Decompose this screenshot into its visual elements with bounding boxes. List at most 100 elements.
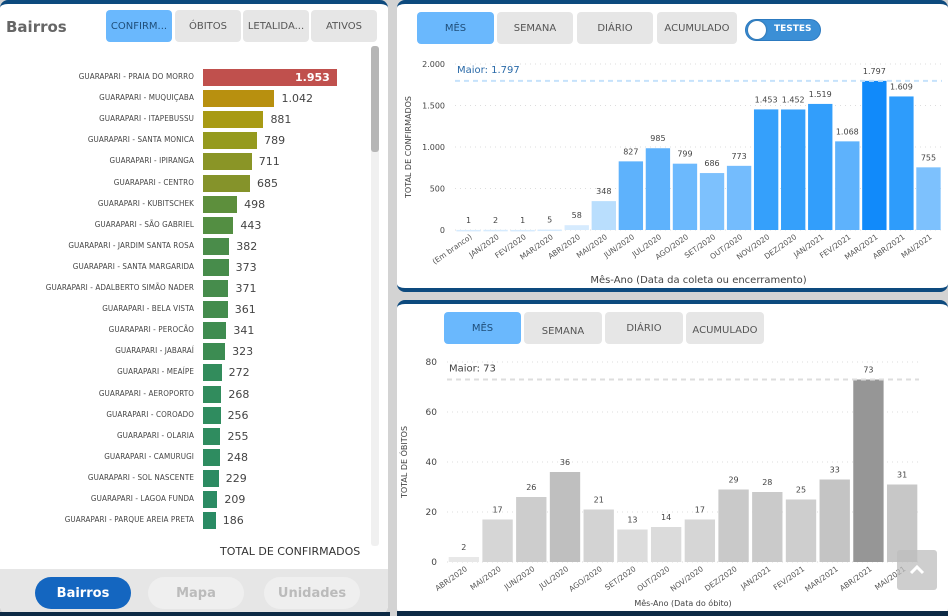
bar[interactable] <box>203 322 227 340</box>
x-tick-label: AGO/2020 <box>567 564 604 593</box>
tab-diario[interactable]: DIÁRIO <box>605 312 683 344</box>
bar-row[interactable]: GUARAPARI - SOL NASCENTE 229 <box>0 469 360 487</box>
bar[interactable] <box>203 448 221 466</box>
bar-value-label: 1.042 <box>281 92 313 106</box>
bar-row[interactable]: GUARAPARI - ITAPEBUSSU 881 <box>0 111 360 129</box>
scroll-to-top-button[interactable] <box>897 550 937 590</box>
x-tick-label: ABR/2021 <box>838 564 874 593</box>
y-tick-label: 80 <box>426 358 438 368</box>
bar <box>672 163 698 230</box>
bar[interactable] <box>203 237 230 255</box>
bar-row[interactable]: GUARAPARI - BELA VISTA 361 <box>0 301 360 319</box>
obitos-month-chart: 0 20 40 60 80 TOTAL DE ÓBITOS 2 ABR/2020 17 MAI/2… <box>398 358 919 608</box>
bar-row[interactable]: GUARAPARI - IPIRANGA 711 <box>0 153 360 171</box>
bar-value-label: 371 <box>235 282 257 295</box>
tab-mes[interactable]: MÊS <box>417 12 494 44</box>
tab-acumulado[interactable]: ACUMULADO <box>686 312 764 344</box>
bar[interactable] <box>203 90 275 108</box>
tab-mes[interactable]: MÊS <box>444 312 521 344</box>
bar[interactable] <box>203 258 229 276</box>
bar <box>726 165 752 230</box>
bar <box>853 379 884 562</box>
toggle-label: TESTES <box>774 24 812 34</box>
bar-row[interactable]: GUARAPARI - OLARIA 255 <box>0 427 360 445</box>
bar[interactable] <box>203 280 229 297</box>
testes-toggle[interactable]: TESTES <box>745 19 821 41</box>
bar-value-label: 73 <box>863 366 873 375</box>
bar-row[interactable]: GUARAPARI - SANTA MARGARIDA 373 <box>0 258 360 276</box>
bar-category-label: GUARAPARI - CAMURUGI <box>104 451 194 461</box>
bar[interactable] <box>203 512 216 530</box>
bar[interactable] <box>203 216 234 234</box>
bar-value-label: 985 <box>650 134 665 143</box>
bar-row[interactable]: GUARAPARI - MEAÍPE 272 <box>0 364 360 382</box>
bar-row[interactable]: GUARAPARI - SANTA MONICA 789 <box>0 132 360 150</box>
bar-row[interactable]: GUARAPARI - JABARAÍ 323 <box>0 343 360 361</box>
bar <box>483 229 508 232</box>
bar-row[interactable]: GUARAPARI - LAGOA FUNDA 209 <box>0 491 360 508</box>
bar[interactable] <box>203 385 222 403</box>
bar-category-label: GUARAPARI - MUQUIÇABA <box>99 93 194 103</box>
bar-category-label: GUARAPARI - IPIRANGA <box>109 156 194 166</box>
tab-diario[interactable]: DIÁRIO <box>577 12 653 44</box>
bar <box>752 492 783 562</box>
bar-value-label: 799 <box>677 150 692 159</box>
nav-bairros-button[interactable]: Bairros <box>35 577 131 609</box>
tab-letalidade[interactable]: LETALIDA... <box>243 10 309 42</box>
bar-category-label: GUARAPARI - AEROPORTO <box>98 388 194 398</box>
bar-row[interactable]: GUARAPARI - PARQUE AREIA PRETA 186 <box>0 512 360 530</box>
bar-value-label: 1.452 <box>782 95 805 104</box>
tab-ativos[interactable]: ATIVOS <box>311 10 377 42</box>
bar-row[interactable]: GUARAPARI - MUQUIÇABA 1.042 <box>0 90 360 108</box>
tab-acumulado[interactable]: ACUMULADO <box>657 12 737 44</box>
bar <box>448 557 480 562</box>
bar <box>650 527 682 562</box>
tab-semana[interactable]: SEMANA <box>524 312 602 344</box>
x-tick-label: ABR/2020 <box>433 564 469 593</box>
bar <box>699 173 725 230</box>
bar[interactable] <box>203 406 221 424</box>
bar[interactable] <box>203 195 238 213</box>
bar[interactable] <box>203 174 250 192</box>
bar-row[interactable]: GUARAPARI - ADALBERTO SIMÃO NADER 371 <box>0 280 360 297</box>
bar <box>835 141 860 230</box>
x-tick-label: JUN/2020 <box>502 564 537 592</box>
bar[interactable] <box>203 153 252 171</box>
bar-row[interactable]: GUARAPARI - CAMURUGI 248 <box>0 448 360 466</box>
bar[interactable] <box>203 69 337 86</box>
bar-row[interactable]: GUARAPARI - JARDIM SANTA ROSA 382 <box>0 237 360 255</box>
bar-value-label: 348 <box>596 187 611 196</box>
bar[interactable] <box>203 301 228 319</box>
bar[interactable] <box>203 111 264 129</box>
bar-value-label: 1.797 <box>863 67 886 76</box>
nav-mapa-button[interactable]: Mapa <box>148 577 244 609</box>
y-tick-label: 40 <box>426 458 438 468</box>
bar <box>781 109 806 230</box>
bar <box>718 489 749 562</box>
bar-row[interactable]: GUARAPARI - AEROPORTO 268 <box>0 385 360 403</box>
tab-semana[interactable]: SEMANA <box>497 12 573 44</box>
bar-value-label: 1.453 <box>755 95 778 104</box>
bar-row[interactable]: GUARAPARI - CENTRO 685 <box>0 174 360 192</box>
bar <box>862 80 887 230</box>
scrollbar-track[interactable] <box>371 46 379 546</box>
tab-obitos[interactable]: ÓBITOS <box>175 10 241 42</box>
bar-row[interactable]: GUARAPARI - SÃO GABRIEL 443 <box>0 216 360 234</box>
panel-title: Bairros <box>6 18 67 36</box>
bar-category-label: GUARAPARI - CENTRO <box>113 177 194 187</box>
scrollbar-thumb[interactable] <box>371 46 379 152</box>
bar[interactable] <box>203 364 222 382</box>
bar[interactable] <box>203 343 226 361</box>
tab-confirmados[interactable]: CONFIRM... <box>106 10 172 42</box>
bar-value-label: 17 <box>695 506 705 515</box>
bar[interactable] <box>203 491 218 508</box>
bar-row[interactable]: GUARAPARI - COROADO 256 <box>0 406 360 424</box>
bar[interactable] <box>203 469 219 487</box>
bar-row[interactable]: GUARAPARI - KUBITSCHEK 498 <box>0 195 360 213</box>
bar[interactable] <box>203 427 221 445</box>
bar-value-label: 248 <box>227 450 249 464</box>
bar[interactable] <box>203 132 258 150</box>
nav-unidades-button[interactable]: Unidades <box>264 577 360 609</box>
bar-row[interactable]: GUARAPARI - PEROCÃO 341 <box>0 322 360 340</box>
bar-row[interactable]: GUARAPARI - PRAIA DO MORRO 1.953 <box>0 69 360 86</box>
